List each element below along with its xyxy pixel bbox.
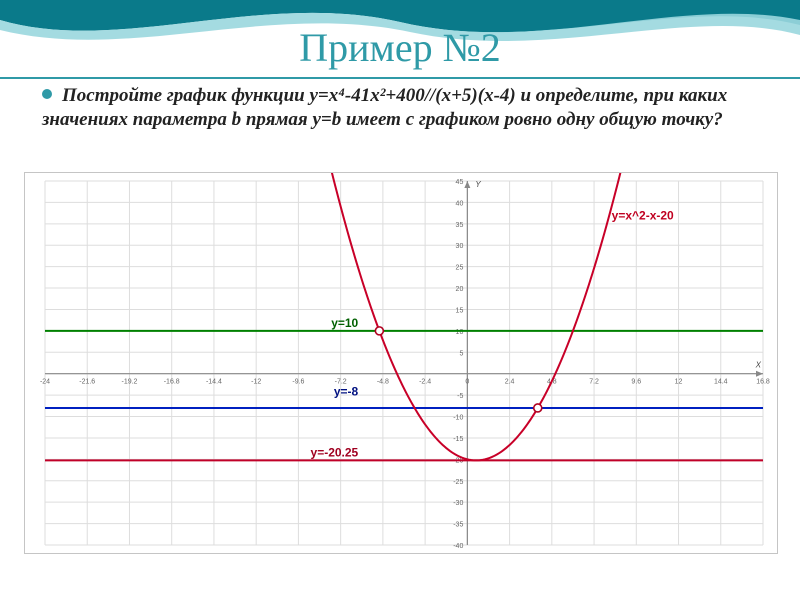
svg-text:Y: Y	[475, 180, 481, 189]
svg-text:15: 15	[456, 307, 464, 314]
svg-text:20: 20	[456, 286, 464, 293]
svg-text:-15: -15	[453, 436, 463, 443]
svg-text:-10: -10	[453, 415, 463, 422]
problem-statement: Постройте график функции y=x⁴-41x²+400//…	[42, 85, 727, 130]
problem-text: Постройте график функции y=x⁴-41x²+400//…	[42, 84, 758, 132]
svg-text:2.4: 2.4	[505, 379, 515, 386]
svg-text:9.6: 9.6	[631, 379, 641, 386]
svg-text:-14.4: -14.4	[206, 379, 222, 386]
svg-text:35: 35	[456, 222, 464, 229]
svg-text:y=x^2-x-20: y=x^2-x-20	[612, 209, 674, 223]
bullet-icon	[42, 89, 52, 99]
svg-text:-40: -40	[453, 543, 463, 550]
svg-text:-9.6: -9.6	[292, 379, 304, 386]
svg-text:0: 0	[465, 379, 469, 386]
svg-text:40: 40	[456, 200, 464, 207]
svg-text:y=10: y=10	[331, 316, 358, 330]
svg-text:12: 12	[675, 379, 683, 386]
svg-text:y=-8: y=-8	[334, 385, 359, 399]
svg-text:y=-20.25: y=-20.25	[311, 445, 359, 459]
function-chart: XY-24-21.6-19.2-16.8-14.4-12-9.6-7.2-4.8…	[25, 173, 777, 553]
svg-text:-12: -12	[251, 379, 261, 386]
svg-text:7.2: 7.2	[589, 379, 599, 386]
svg-text:-21.6: -21.6	[79, 379, 95, 386]
svg-text:-2.4: -2.4	[419, 379, 431, 386]
svg-text:-16.8: -16.8	[164, 379, 180, 386]
svg-text:-35: -35	[453, 522, 463, 529]
svg-text:25: 25	[456, 265, 464, 272]
svg-text:-4.8: -4.8	[377, 379, 389, 386]
svg-text:45: 45	[456, 179, 464, 186]
svg-text:-25: -25	[453, 479, 463, 486]
svg-text:14.4: 14.4	[714, 379, 728, 386]
svg-text:-19.2: -19.2	[121, 379, 137, 386]
chart-container: XY-24-21.6-19.2-16.8-14.4-12-9.6-7.2-4.8…	[24, 172, 778, 554]
slide-title: Пример №2	[0, 24, 800, 79]
svg-text:-5: -5	[457, 393, 463, 400]
svg-text:X: X	[755, 361, 762, 370]
svg-text:-30: -30	[453, 500, 463, 507]
svg-text:5: 5	[459, 350, 463, 357]
svg-text:-24: -24	[40, 379, 50, 386]
svg-text:16.8: 16.8	[756, 379, 770, 386]
svg-text:30: 30	[456, 243, 464, 250]
